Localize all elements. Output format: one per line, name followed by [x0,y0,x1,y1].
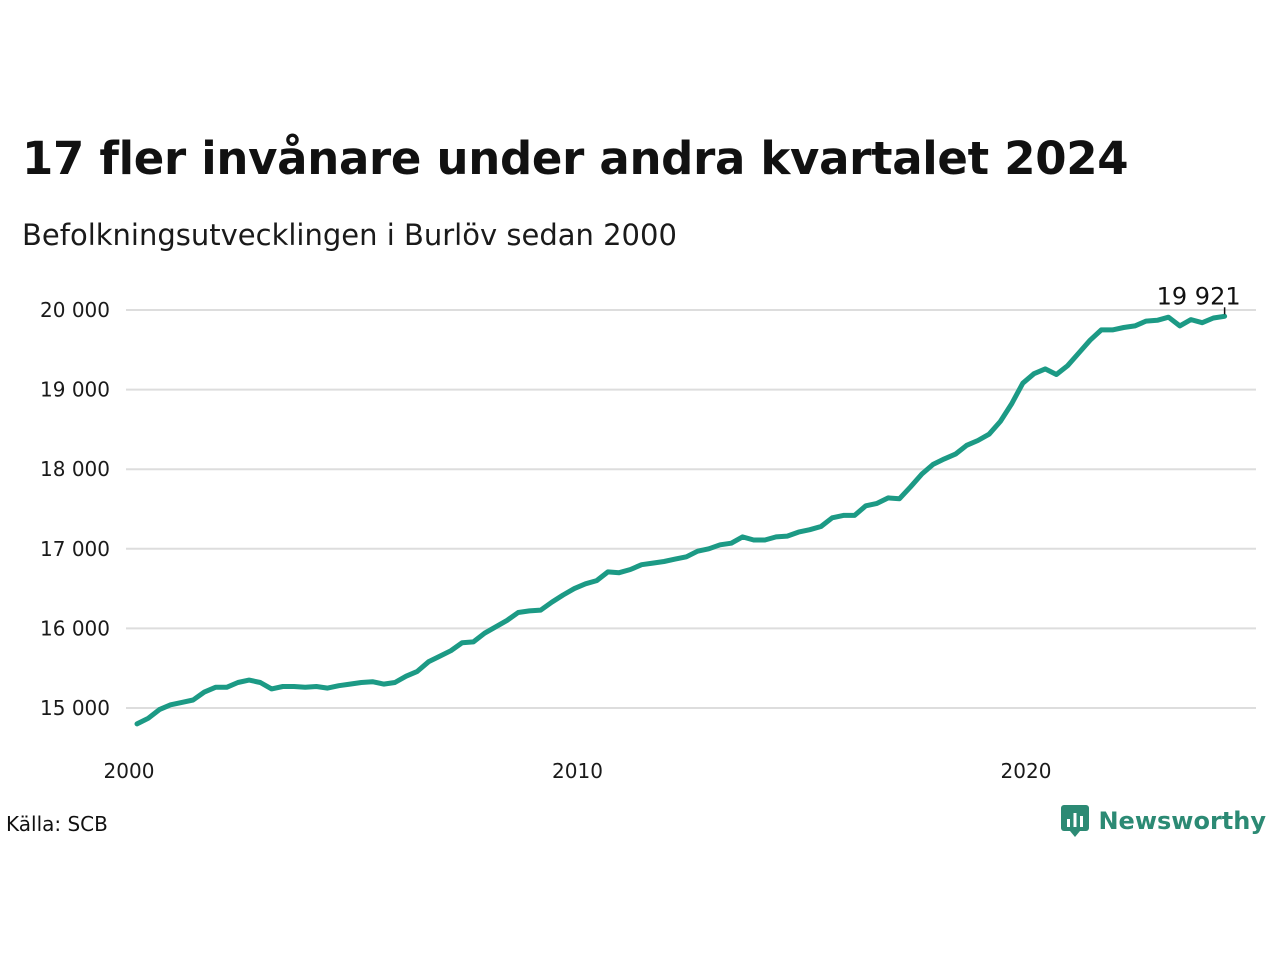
y-axis-ticks: 15 000 16 000 17 000 18 000 19 000 20 000 [40,298,110,720]
brand-logo[interactable]: Newsworthy [1060,804,1266,838]
brand-name: Newsworthy [1098,807,1266,835]
chart-subtitle: Befolkningsutvecklingen i Burlöv sedan 2… [22,218,677,252]
line-chart: 15 000 16 000 17 000 18 000 19 000 20 000 200… [40,282,1256,783]
y-tick-label: 15 000 [40,696,110,720]
last-value-label: 19 921 [1157,282,1241,310]
x-tick-label: 2000 [104,759,155,783]
y-tick-label: 19 000 [40,378,110,402]
newsworthy-logo-icon [1061,805,1090,837]
grid-lines [126,309,1256,709]
series-group [134,313,1228,727]
y-tick-label: 16 000 [40,616,110,640]
y-tick-label: 18 000 [40,457,110,481]
y-tick-label: 17 000 [40,537,110,561]
annotation-group: 19 921 [1157,282,1241,315]
chart-title: 17 fler invånare under andra kvartalet 2… [22,132,1129,185]
x-axis-ticks: 2000 2010 2020 [104,759,1052,783]
x-tick-label: 2020 [1001,759,1052,783]
source-note: Källa: SCB [6,812,108,836]
y-tick-label: 20 000 [40,298,110,322]
series-line [134,313,1228,727]
x-tick-label: 2010 [552,759,603,783]
